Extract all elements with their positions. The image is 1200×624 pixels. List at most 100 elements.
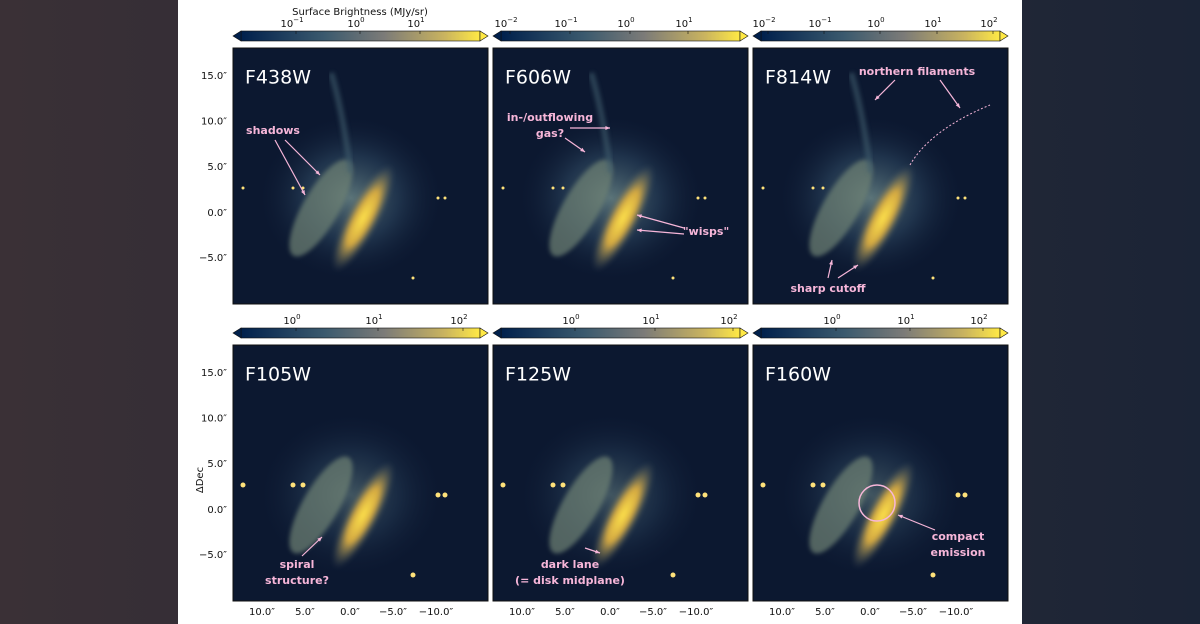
annotation-arrow bbox=[939, 79, 961, 109]
colorbar-tick-label: 102 bbox=[970, 313, 987, 327]
image-frame bbox=[232, 344, 489, 602]
x-tick-label: 10.0″ bbox=[249, 607, 275, 618]
nebula-lobe bbox=[549, 456, 613, 554]
image-frame bbox=[232, 47, 489, 305]
colorbar-tick-label: 102 bbox=[980, 16, 997, 30]
arrow-head bbox=[637, 214, 642, 219]
colorbar-tick-label: 101 bbox=[675, 16, 692, 30]
star bbox=[956, 196, 960, 200]
x-tick-label: 5.0″ bbox=[815, 607, 835, 618]
annotation: structure? bbox=[265, 574, 329, 587]
emission-circle bbox=[858, 484, 896, 522]
colorbar-tick-label: 10−1 bbox=[808, 16, 831, 30]
star bbox=[696, 196, 700, 200]
y-tick-label: 15.0″ bbox=[201, 368, 227, 379]
filament-trace bbox=[909, 104, 991, 166]
annotation: (= disk midplane) bbox=[515, 574, 625, 587]
star bbox=[442, 492, 448, 498]
disk bbox=[591, 461, 655, 569]
star bbox=[551, 186, 555, 190]
star bbox=[670, 572, 676, 578]
colorbar-tick-base: 10 bbox=[823, 316, 836, 327]
annotation: compact bbox=[932, 530, 985, 543]
star bbox=[240, 482, 246, 488]
colorbar-tick-exponent: 0 bbox=[630, 16, 634, 24]
annotation: dark lane bbox=[541, 558, 599, 571]
outflow bbox=[588, 72, 614, 174]
colorbar-tick-exponent: −2 bbox=[765, 16, 775, 24]
x-tick-label: −10.0″ bbox=[939, 607, 974, 618]
annotation-arrow bbox=[636, 214, 685, 229]
colorbar-tick-base: 10 bbox=[562, 316, 575, 327]
star bbox=[702, 492, 708, 498]
colorbar bbox=[240, 327, 481, 339]
arrow-head bbox=[829, 260, 833, 265]
nebula-lobe bbox=[289, 456, 353, 554]
annotation: emission bbox=[931, 546, 986, 559]
star bbox=[560, 482, 566, 488]
arrow-head bbox=[317, 537, 322, 542]
image-frame bbox=[752, 344, 1009, 602]
arrow-head bbox=[301, 190, 305, 195]
arrow-head bbox=[637, 228, 642, 233]
image-frame bbox=[492, 47, 749, 305]
star bbox=[821, 186, 825, 190]
image-panel bbox=[492, 47, 749, 305]
colorbar-title: Surface Brightness (MJy/sr) bbox=[292, 7, 428, 18]
colorbar-tick-label: 100 bbox=[823, 313, 840, 327]
arrow-head bbox=[315, 170, 320, 175]
star bbox=[501, 186, 505, 190]
colorbar-tick-base: 10 bbox=[554, 19, 567, 30]
colorbar-tick-exponent: 2 bbox=[983, 313, 987, 321]
colorbar-tick-base: 10 bbox=[720, 316, 733, 327]
colorbar-tick-exponent: 0 bbox=[880, 16, 884, 24]
panel-label: F814W bbox=[765, 67, 831, 89]
star bbox=[300, 482, 306, 488]
star bbox=[411, 276, 415, 280]
colorbar-tick-label: 102 bbox=[450, 313, 467, 327]
image-panel bbox=[492, 344, 749, 602]
colorbar-tick-base: 10 bbox=[752, 19, 765, 30]
colorbar-tick-base: 10 bbox=[980, 19, 993, 30]
annotation-arrow bbox=[897, 514, 936, 531]
colorbar-tick-label: 100 bbox=[347, 16, 364, 30]
colorbar-tick-exponent: 1 bbox=[910, 313, 914, 321]
colorbar-tick-label: 10−2 bbox=[494, 16, 517, 30]
arrow-head bbox=[853, 265, 858, 270]
colorbar-extend bbox=[492, 327, 502, 339]
annotation-arrow bbox=[284, 139, 321, 176]
x-tick-label: 0.0″ bbox=[340, 607, 360, 618]
star bbox=[436, 196, 440, 200]
colorbar-tick-exponent: −1 bbox=[567, 16, 577, 24]
y-tick-label: 0.0″ bbox=[207, 505, 227, 516]
star bbox=[761, 186, 765, 190]
annotation: sharp cutoff bbox=[790, 282, 865, 295]
colorbar-tick-base: 10 bbox=[897, 316, 910, 327]
colorbar-tick-base: 10 bbox=[494, 19, 507, 30]
arrow-head bbox=[580, 147, 585, 152]
colorbar-tick-base: 10 bbox=[450, 316, 463, 327]
disk bbox=[331, 164, 395, 272]
y-tick-label: 0.0″ bbox=[207, 208, 227, 219]
colorbar bbox=[500, 30, 741, 42]
colorbar-extend bbox=[999, 30, 1009, 42]
colorbar-tick-label: 101 bbox=[924, 16, 941, 30]
colorbar-extend bbox=[479, 327, 489, 339]
star bbox=[931, 276, 935, 280]
colorbar-tick-label: 10−1 bbox=[280, 16, 303, 30]
colorbar bbox=[240, 30, 481, 42]
image-frame bbox=[492, 344, 749, 602]
y-tick-label: 5.0″ bbox=[207, 162, 227, 173]
y-axis-label: ΔDec bbox=[195, 467, 206, 493]
star bbox=[811, 186, 815, 190]
disk bbox=[591, 164, 655, 272]
star bbox=[500, 482, 506, 488]
star bbox=[760, 482, 766, 488]
x-tick-label: 0.0″ bbox=[860, 607, 880, 618]
annotation-arrow bbox=[874, 79, 896, 101]
x-tick-label: 5.0″ bbox=[295, 607, 315, 618]
star bbox=[810, 482, 816, 488]
colorbar-tick-exponent: 0 bbox=[836, 313, 840, 321]
y-tick-label: −5.0″ bbox=[199, 253, 227, 264]
